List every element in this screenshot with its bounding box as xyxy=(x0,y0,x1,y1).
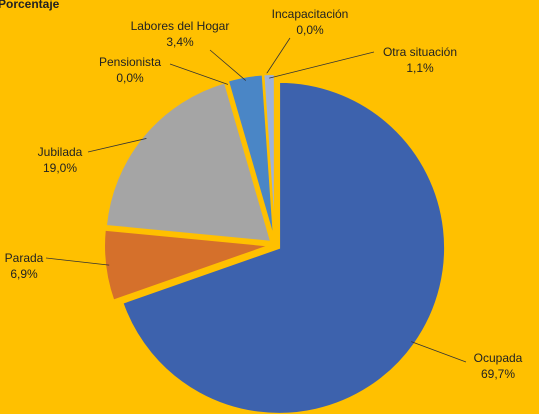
slice-label: Pensionista xyxy=(99,55,161,69)
leader-line xyxy=(87,138,147,153)
slice-label: Incapacitación xyxy=(272,7,349,21)
slice-value-label: 0,0% xyxy=(116,71,144,85)
slice-label: Labores del Hogar xyxy=(131,19,230,33)
leader-line xyxy=(411,341,467,363)
pie-slice xyxy=(103,228,271,302)
pie-slice xyxy=(121,80,447,414)
slice-value-label: 6,9% xyxy=(10,267,38,281)
slice-value-label: 1,1% xyxy=(406,61,434,75)
leader-line xyxy=(169,63,229,85)
pie-slice xyxy=(262,73,276,241)
leader-line xyxy=(45,257,110,266)
slice-label: Otra situación xyxy=(383,45,457,59)
pie-slice xyxy=(104,81,273,243)
leader-line xyxy=(209,49,247,81)
slice-label: Ocupada xyxy=(474,351,523,365)
slice-value-label: 19,0% xyxy=(43,161,77,175)
slice-label: Parada xyxy=(5,251,44,265)
chart-title: Porcentaje xyxy=(0,0,60,11)
slice-value-label: 0,0% xyxy=(296,23,324,37)
slice-value-label: 69,7% xyxy=(481,367,515,381)
slice-label: Jubilada xyxy=(38,145,83,159)
slice-value-label: 3,4% xyxy=(166,35,194,49)
leader-line xyxy=(269,51,375,79)
leader-line xyxy=(263,37,291,79)
